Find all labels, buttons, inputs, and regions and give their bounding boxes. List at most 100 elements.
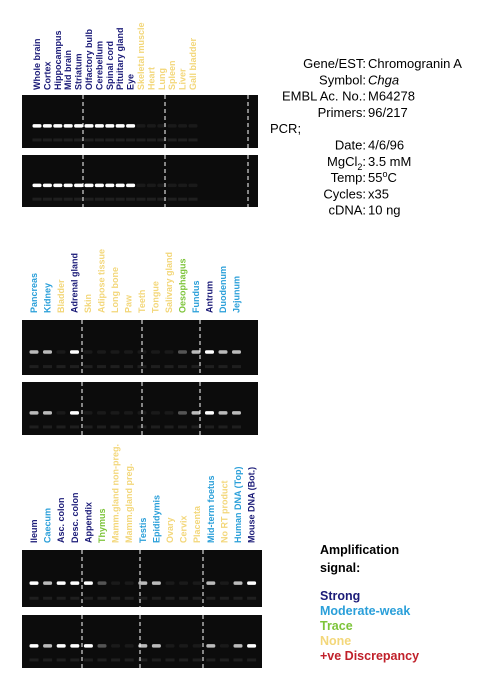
band bbox=[218, 350, 228, 354]
band bbox=[164, 411, 174, 415]
info-text: Temp: bbox=[331, 170, 366, 185]
primer-band bbox=[126, 197, 136, 201]
band bbox=[219, 644, 229, 648]
primer-band bbox=[178, 138, 188, 142]
primer-band bbox=[136, 138, 146, 142]
lane-label: Tongue bbox=[151, 281, 161, 313]
info-text: 55 bbox=[368, 170, 382, 185]
band bbox=[136, 124, 146, 128]
gel-panel: Pancreas Kidney Bladder Adrenal gland Skin Ad… bbox=[22, 249, 258, 435]
primer-band bbox=[53, 138, 63, 142]
primer-band bbox=[191, 425, 201, 429]
band bbox=[151, 581, 161, 585]
primer-band bbox=[206, 596, 216, 600]
primer-band bbox=[157, 197, 167, 201]
primer-band bbox=[56, 596, 66, 600]
lane-label: Salivary gland bbox=[164, 252, 174, 313]
info-label: EMBL Ac. No.: bbox=[282, 89, 366, 104]
band bbox=[191, 350, 201, 354]
primer-band bbox=[115, 138, 125, 142]
band bbox=[178, 411, 187, 415]
primer-band bbox=[94, 197, 104, 201]
primer-band bbox=[151, 365, 160, 369]
lane-label: Long bone bbox=[110, 267, 120, 313]
band bbox=[178, 183, 188, 188]
band bbox=[232, 411, 241, 415]
band bbox=[97, 350, 106, 354]
primer-band bbox=[43, 658, 53, 662]
legend: Amplification signal: StrongModerate-weakT… bbox=[320, 543, 419, 663]
primer-band bbox=[218, 425, 228, 429]
info-text: 96/217 bbox=[368, 105, 408, 120]
info-text: 10 ng bbox=[368, 203, 401, 218]
info-label: cDNA: bbox=[328, 203, 366, 218]
primer-band bbox=[178, 365, 187, 369]
lane-label: Adrenal gland bbox=[70, 253, 80, 313]
primer-band bbox=[70, 365, 79, 369]
info-value: Chga bbox=[368, 72, 399, 87]
primer-band bbox=[43, 365, 52, 369]
gel-image bbox=[22, 550, 262, 607]
lane-label: Lung bbox=[157, 68, 167, 90]
band bbox=[247, 581, 257, 585]
band bbox=[42, 183, 52, 188]
primer-band bbox=[32, 138, 42, 142]
lane-label: Olfactory bulb bbox=[84, 28, 94, 90]
band bbox=[56, 581, 66, 585]
band bbox=[42, 124, 52, 128]
band bbox=[151, 411, 160, 415]
info-label: Gene/EST: bbox=[303, 56, 366, 71]
primer-band bbox=[56, 658, 66, 662]
primer-band bbox=[83, 596, 93, 600]
lane-label: Pituitary gland bbox=[115, 27, 125, 90]
primer-band bbox=[115, 197, 125, 201]
band bbox=[97, 411, 106, 415]
info-value: Chromogranin A bbox=[368, 56, 462, 71]
band bbox=[70, 644, 80, 648]
primer-band bbox=[83, 658, 93, 662]
lane-label: Pancreas bbox=[29, 273, 39, 313]
legend-item: None bbox=[320, 634, 351, 648]
primer-band bbox=[124, 425, 133, 429]
primer-band bbox=[146, 197, 156, 201]
primer-band bbox=[97, 658, 107, 662]
primer-band bbox=[164, 365, 174, 369]
primer-band bbox=[192, 658, 202, 662]
primer-band bbox=[232, 425, 241, 429]
info-label: Primers: bbox=[318, 105, 366, 120]
info-text: Cycles: bbox=[323, 186, 366, 201]
lane-label: Teeth bbox=[137, 290, 147, 313]
primer-band bbox=[84, 197, 94, 201]
band bbox=[53, 183, 63, 188]
primer-band bbox=[124, 365, 133, 369]
primer-band bbox=[124, 596, 134, 600]
band bbox=[126, 124, 136, 128]
lane-label: Testis bbox=[138, 518, 148, 543]
primer-band bbox=[165, 596, 175, 600]
primer-band bbox=[56, 365, 66, 369]
band bbox=[188, 183, 198, 188]
band bbox=[29, 581, 39, 585]
lane-label: Spleen bbox=[167, 60, 177, 90]
lane-label: Duodenum bbox=[218, 266, 228, 313]
band bbox=[179, 644, 189, 648]
primer-band bbox=[29, 596, 39, 600]
band bbox=[63, 183, 73, 188]
lane-label: Whole brain bbox=[32, 39, 42, 91]
band bbox=[70, 581, 80, 585]
lane-label: Kidney bbox=[43, 283, 53, 313]
primer-band bbox=[111, 596, 121, 600]
band bbox=[188, 124, 198, 128]
band bbox=[32, 124, 42, 128]
lane-label: Thymus bbox=[97, 508, 107, 543]
primer-band bbox=[42, 197, 52, 201]
band bbox=[205, 411, 214, 415]
lane-label: Skin bbox=[83, 294, 93, 313]
band bbox=[94, 124, 104, 128]
lane-label: Heart bbox=[146, 67, 156, 90]
primer-band bbox=[137, 365, 147, 369]
lane-label: Mamm.gland non-preg. bbox=[111, 444, 121, 543]
band bbox=[178, 124, 188, 128]
band bbox=[74, 183, 84, 188]
